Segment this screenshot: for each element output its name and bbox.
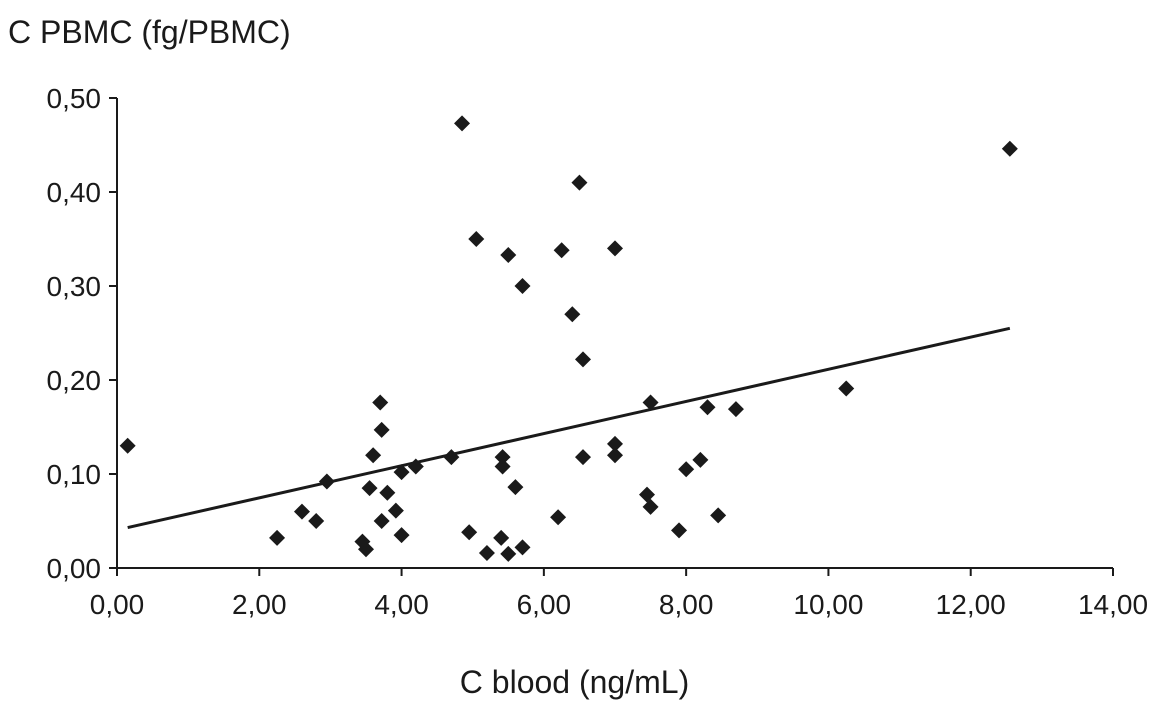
data-point	[468, 231, 485, 247]
data-point	[507, 479, 524, 496]
data-point	[574, 351, 591, 368]
x-tick-label: 14,00	[1078, 589, 1148, 620]
data-point	[500, 545, 517, 562]
y-tick-label: 0,20	[47, 365, 102, 396]
data-point	[387, 502, 404, 519]
data-point	[642, 394, 659, 411]
data-point	[119, 437, 136, 454]
data-point	[671, 522, 688, 539]
data-point	[493, 529, 510, 546]
data-point	[607, 435, 623, 452]
data-point	[365, 447, 382, 464]
data-point	[361, 480, 378, 497]
data-point	[318, 473, 335, 490]
x-tick-label: 4,00	[374, 589, 429, 620]
data-point	[550, 509, 567, 526]
data-point	[1001, 140, 1018, 157]
x-tick-label: 8,00	[659, 589, 714, 620]
y-tick-label: 0,40	[47, 177, 102, 208]
data-point	[699, 399, 716, 416]
data-point	[500, 246, 517, 263]
data-point	[478, 544, 495, 561]
data-point	[269, 529, 286, 546]
data-point	[514, 278, 531, 294]
data-point	[393, 464, 410, 481]
data-point	[407, 458, 424, 475]
data-point	[454, 115, 471, 132]
data-point	[607, 447, 623, 464]
x-axis-title: C blood (ng/mL)	[459, 664, 690, 700]
data-point	[373, 421, 390, 438]
data-point	[692, 451, 709, 468]
x-tick-label: 6,00	[517, 589, 572, 620]
x-tick-label: 12,00	[936, 589, 1006, 620]
data-point	[494, 449, 511, 466]
trend-line	[127, 326, 1011, 530]
data-point	[372, 394, 389, 411]
data-point	[574, 449, 591, 466]
data-point	[308, 513, 325, 529]
y-tick-label: 0,10	[47, 459, 102, 490]
data-point	[358, 541, 374, 558]
data-point	[838, 380, 855, 397]
data-point	[678, 461, 695, 478]
data-point	[571, 174, 588, 191]
data-point	[727, 401, 744, 418]
data-point	[393, 527, 410, 544]
x-tick-label: 0,00	[90, 589, 145, 620]
x-tick-label: 2,00	[232, 589, 287, 620]
data-point	[553, 242, 570, 259]
data-point	[461, 524, 478, 541]
data-point	[642, 498, 659, 515]
data-point	[443, 449, 460, 466]
y-tick-label: 0,50	[47, 83, 102, 114]
y-tick-label: 0,30	[47, 271, 102, 302]
data-point	[514, 539, 531, 556]
data-point	[379, 484, 396, 501]
data-point	[293, 503, 310, 520]
y-tick-label: 0,00	[47, 553, 102, 584]
y-axis-title: C PBMC (fg/PBMC)	[8, 14, 291, 50]
data-point	[607, 240, 623, 257]
data-point	[373, 513, 390, 529]
x-tick-label: 10,00	[793, 589, 863, 620]
data-point	[639, 486, 656, 503]
data-point	[494, 458, 511, 475]
data-point	[564, 306, 581, 323]
data-point	[710, 507, 727, 524]
